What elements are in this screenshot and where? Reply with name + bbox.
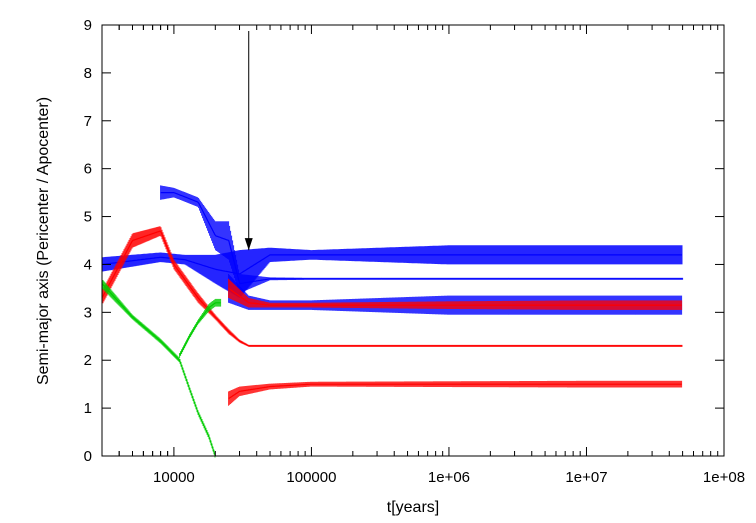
series-1 — [101, 226, 683, 406]
y-tick-label-5: 5 — [84, 209, 92, 226]
series-0-band-0-center — [101, 254, 682, 275]
series-1-band-2 — [228, 278, 683, 310]
y-axis-title: Semi-major axis (Pericenter / Apocenter) — [35, 97, 52, 385]
y-tick-label-7: 7 — [84, 113, 92, 130]
series-1-band-1-center — [228, 383, 682, 400]
series-1-band-2-center — [228, 287, 682, 306]
plot-frame — [101, 24, 725, 457]
y-tick-label-2: 2 — [84, 352, 92, 369]
series-1-band-1 — [228, 380, 683, 406]
series-0-band-1 — [160, 185, 684, 294]
x-tick-label-2: 1e+06 — [428, 469, 470, 486]
y-tick-label-0: 0 — [84, 448, 92, 465]
y-tick-label-1: 1 — [84, 400, 92, 417]
axis-ticks: 0 1 2 3 4 5 6 7 8 9 10000 100000 1e+06 1e+07 1e+08 — [84, 17, 745, 486]
series-2-band-1-center — [179, 302, 221, 356]
x-axis-title: t[years] — [387, 499, 439, 516]
arrow-head-0 — [244, 238, 253, 251]
y-tick-label-8: 8 — [84, 65, 92, 82]
series-1-band-0 — [101, 226, 683, 347]
annotations — [244, 31, 253, 251]
series-2-band-1 — [179, 298, 222, 358]
series-2-band-0-center — [101, 283, 216, 456]
y-tick-label-9: 9 — [84, 17, 92, 34]
x-tick-label-1: 100000 — [286, 469, 336, 486]
y-tick-label-4: 4 — [84, 256, 92, 273]
x-tick-label-3: 1e+07 — [565, 469, 607, 486]
y-tick-label-6: 6 — [84, 161, 92, 178]
y-tick-label-3: 3 — [84, 304, 92, 321]
series-1-band-0-center — [101, 230, 682, 347]
data-marks — [101, 185, 684, 458]
x-tick-label-0: 10000 — [153, 469, 195, 486]
x-tick-label-4: 1e+08 — [703, 469, 745, 486]
series-0-band-1-center — [160, 192, 683, 285]
